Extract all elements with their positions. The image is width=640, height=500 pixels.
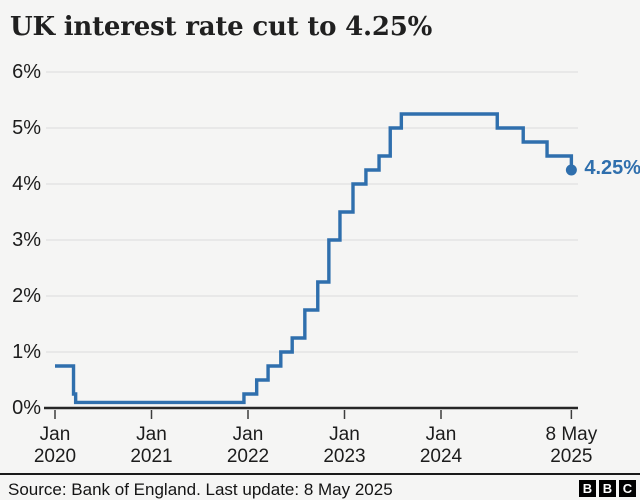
x-tick-label: Jan 2023 — [323, 424, 366, 467]
bbc-logo-block: B — [599, 480, 616, 497]
y-tick-label: 3% — [12, 229, 41, 251]
y-tick-label: 1% — [12, 341, 41, 363]
latest-value-dot — [565, 164, 577, 176]
footer: Source: Bank of England. Last update: 8 … — [0, 473, 640, 500]
x-tick-label: Jan 2021 — [130, 424, 173, 467]
x-tick-label: 8 May 2025 — [545, 424, 598, 467]
x-tick-label: Jan 2024 — [419, 424, 463, 467]
current-rate-label: 4.25% — [584, 157, 640, 179]
interest-rate-step-line — [55, 112, 574, 405]
y-tick-label: 0% — [12, 397, 41, 419]
y-tick-label: 6% — [12, 61, 41, 83]
chart-title: UK interest rate cut to 4.25% — [10, 12, 433, 42]
bbc-logo-block: B — [579, 480, 596, 497]
y-tick-label: 4% — [12, 173, 41, 195]
source-attribution: Source: Bank of England. Last update: 8 … — [8, 480, 393, 499]
y-tick-label: 5% — [12, 117, 41, 139]
bbc-logo-block: C — [619, 480, 636, 497]
y-tick-label: 2% — [12, 285, 41, 307]
x-tick-label: Jan 2022 — [226, 424, 270, 467]
x-tick-label: Jan 2020 — [33, 424, 77, 467]
